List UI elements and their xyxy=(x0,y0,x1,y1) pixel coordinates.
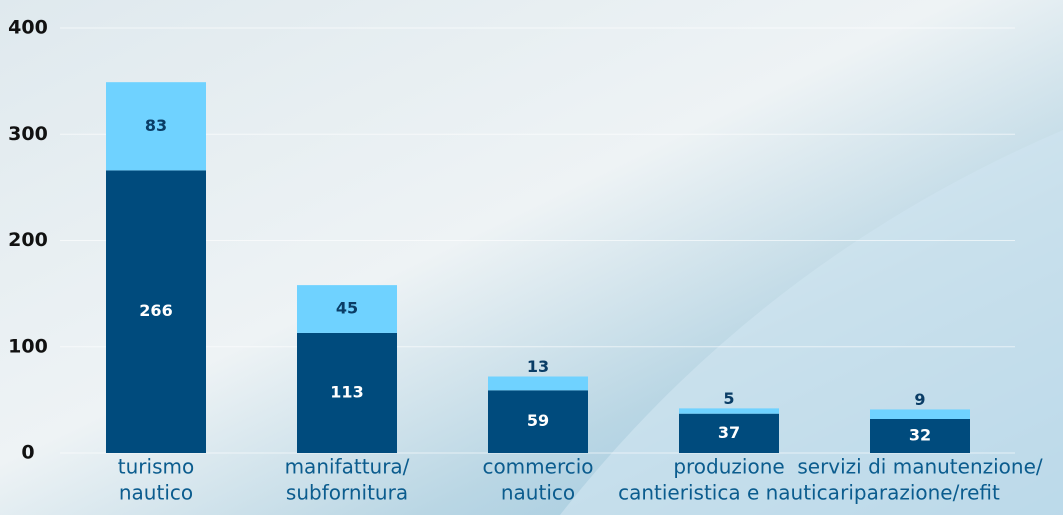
y-tick-label: 200 xyxy=(8,229,48,251)
y-tick-label: 300 xyxy=(8,123,48,145)
x-tick-label: turismo xyxy=(118,455,194,479)
y-tick-label: 100 xyxy=(8,335,48,357)
value-label: 45 xyxy=(336,299,358,318)
x-tick-label: commercio xyxy=(482,455,593,479)
y-tick-label: 0 xyxy=(21,442,34,464)
y-tick-label: 400 xyxy=(8,17,48,39)
x-tick-label: nautico xyxy=(501,481,575,505)
x-tick-label: subfornitura xyxy=(286,481,408,505)
x-tick-label: riparazione/refit xyxy=(840,481,1000,505)
x-tick-label: produzione xyxy=(673,455,784,479)
bar-segment xyxy=(870,409,970,419)
value-label: 37 xyxy=(718,423,740,442)
value-label: 266 xyxy=(139,301,172,320)
bar-segment xyxy=(488,377,588,391)
value-label: 83 xyxy=(145,116,167,135)
x-tick-label: cantieristica e nautica xyxy=(618,481,840,505)
chart: 0100200300400turismonautico26683manifatt… xyxy=(0,0,1063,515)
x-tick-label: manifattura/ xyxy=(285,455,410,479)
value-label: 9 xyxy=(914,390,925,409)
value-label: 32 xyxy=(909,426,931,445)
value-label: 59 xyxy=(527,411,549,430)
value-label: 13 xyxy=(527,357,549,376)
x-tick-label: nautico xyxy=(119,481,193,505)
value-label: 5 xyxy=(723,389,734,408)
bar-segment xyxy=(679,408,779,413)
value-label: 113 xyxy=(330,382,363,401)
x-tick-label: servizi di manutenzione/ xyxy=(797,455,1043,479)
